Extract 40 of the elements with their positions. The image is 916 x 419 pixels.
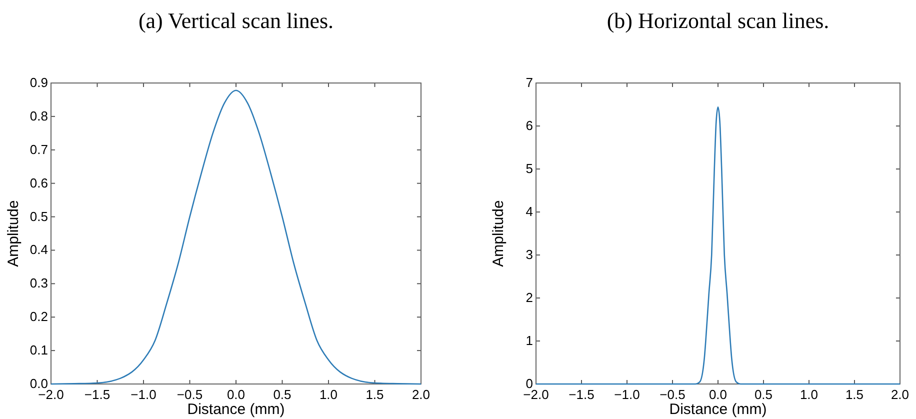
y-axis-title: Amplitude — [5, 200, 22, 267]
x-tick-label: −1.0 — [130, 387, 156, 402]
chart-title: (b) Horizontal scan lines. — [606, 8, 830, 33]
y-tick-label: 7 — [526, 75, 533, 90]
x-tick-label: −1.5 — [568, 387, 594, 402]
x-tick-label: 1.5 — [366, 387, 384, 402]
y-tick-label: 0.1 — [30, 342, 48, 358]
x-tick-label: 0.5 — [273, 387, 292, 402]
y-tick-label: 0.5 — [30, 208, 48, 224]
y-tick-label: 0.4 — [30, 242, 48, 258]
y-tick-label: 3 — [526, 247, 533, 262]
x-tick-label: −0.5 — [176, 387, 203, 402]
line-series — [535, 106, 901, 385]
x-tick-label: 1.0 — [800, 387, 818, 402]
x-axis-title: Distance (mm) — [187, 401, 285, 418]
x-axis-title: Distance (mm) — [669, 401, 767, 418]
x-tick-label: 2.0 — [890, 387, 910, 402]
y-tick-label: 0.3 — [30, 276, 48, 291]
y-tick-label: 0.8 — [30, 108, 48, 124]
x-tick-label: 0.0 — [226, 387, 246, 402]
x-tick-label: 0.0 — [708, 387, 728, 402]
y-tick-label: 0.6 — [30, 175, 48, 190]
y-tick-label: 2 — [526, 290, 533, 305]
x-tick-label: −0.5 — [660, 387, 686, 402]
line-series — [50, 90, 422, 385]
x-tick-label: 1.5 — [845, 387, 864, 402]
y-axis-title: Amplitude — [490, 200, 507, 267]
y-tick-label: 0.9 — [30, 75, 48, 90]
y-tick-label: 1 — [526, 333, 533, 348]
x-tick-label: −1.5 — [84, 387, 110, 402]
y-tick-label: 0.7 — [30, 142, 48, 157]
y-tick-label: 5 — [526, 161, 533, 176]
y-tick-label: 0.2 — [30, 309, 48, 324]
x-tick-label: −1.0 — [614, 387, 640, 402]
chart-title: (a) Vertical scan lines. — [138, 8, 334, 33]
y-tick-label: 6 — [526, 118, 533, 133]
x-tick-label: 2.0 — [412, 387, 430, 402]
y-tick-label: 4 — [526, 204, 533, 219]
x-tick-label: 0.5 — [754, 387, 773, 402]
x-tick-label: 1.0 — [319, 387, 338, 402]
